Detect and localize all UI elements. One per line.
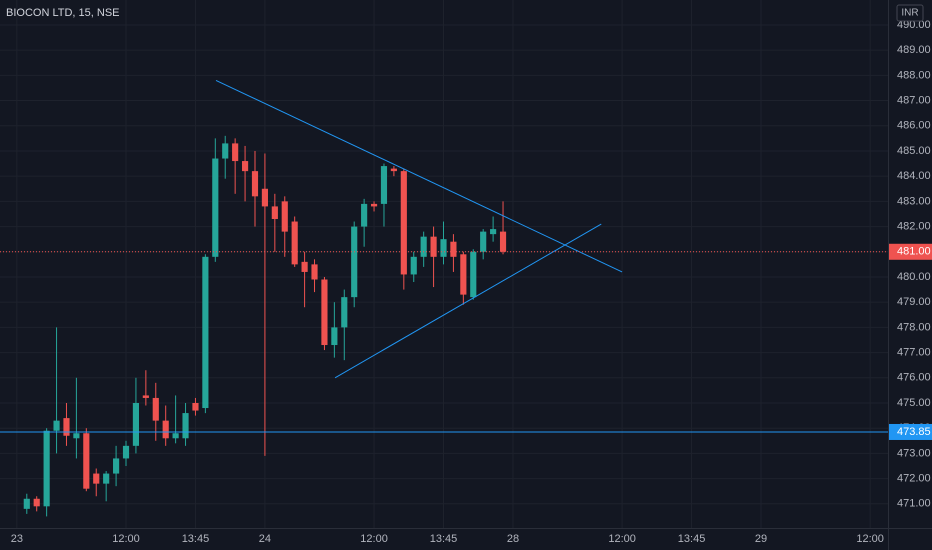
candle-body	[261, 188, 268, 207]
candle-body	[132, 402, 140, 446]
candle-body	[212, 158, 219, 257]
candle-body	[281, 201, 288, 232]
y-tick-label: 484.00	[897, 170, 931, 182]
x-tick-label: 12:00	[360, 533, 388, 545]
candle-body	[152, 397, 159, 421]
y-tick-label: 482.00	[897, 220, 931, 232]
candle-body	[122, 445, 130, 459]
candle-body	[370, 203, 378, 207]
price-tag	[889, 423, 932, 440]
currency-label: INR	[901, 8, 918, 19]
y-tick-label: 487.00	[897, 94, 931, 106]
y-tick-label: 489.00	[897, 44, 931, 56]
trendline	[215, 79, 623, 273]
candle-body	[400, 171, 407, 275]
candle-body	[331, 327, 338, 346]
price-tag-label: 473.85	[897, 426, 931, 438]
currency-box	[896, 4, 924, 22]
candle-body	[291, 221, 298, 265]
x-tick-label: 13:45	[678, 533, 706, 545]
candle-body	[33, 498, 40, 507]
candle-body	[321, 279, 328, 346]
candle-body	[480, 231, 487, 252]
candle-body	[63, 418, 70, 436]
candle-body	[222, 143, 229, 159]
candle-body	[43, 430, 50, 507]
candle-body	[142, 395, 149, 398]
candle-body	[390, 168, 397, 172]
x-tick-label: 12:00	[856, 533, 884, 545]
candle-body	[113, 458, 120, 474]
candle-body	[440, 239, 447, 257]
candle-body	[470, 251, 477, 298]
candle-body	[251, 171, 259, 197]
x-tick-label: 29	[755, 533, 767, 545]
x-tick-label: 24	[259, 533, 271, 545]
y-tick-label: 477.00	[897, 346, 931, 358]
x-tick-label: 23	[11, 533, 23, 545]
price-tag-label: 481.00	[897, 246, 931, 258]
y-tick-label: 479.00	[897, 296, 931, 308]
y-tick-label: 476.00	[897, 372, 931, 384]
candle-body	[420, 236, 427, 257]
candle-body	[430, 236, 437, 257]
candle-body	[311, 264, 318, 280]
y-tick-label: 473.00	[897, 447, 931, 459]
y-tick-label: 490.00	[897, 19, 931, 31]
candle-body	[361, 203, 368, 227]
candle-body	[410, 256, 417, 275]
candle-body	[450, 241, 457, 257]
candle-body	[499, 231, 507, 252]
candle-body	[162, 420, 169, 439]
candle-body	[351, 226, 358, 298]
candle-body	[271, 206, 278, 220]
y-tick-label: 488.00	[897, 69, 931, 81]
candle-body	[490, 229, 497, 235]
candle-body	[83, 433, 90, 489]
candle-body	[172, 433, 179, 439]
y-tick-label: 483.00	[897, 195, 931, 207]
candle-body	[301, 261, 308, 272]
candle-body	[23, 498, 30, 509]
x-tick-label: 28	[507, 533, 519, 545]
candle-body	[380, 166, 388, 204]
candle-body	[103, 473, 110, 484]
y-tick-label: 475.00	[897, 397, 931, 409]
chart-title: BIOCON LTD, 15, NSE	[6, 7, 120, 19]
y-tick-label: 471.00	[897, 498, 931, 510]
y-tick-label: 486.00	[897, 120, 931, 132]
candle-body	[232, 143, 239, 162]
y-tick-label: 478.00	[897, 321, 931, 333]
candle-body	[53, 420, 60, 431]
candle-body	[93, 473, 100, 484]
candle-body	[202, 256, 209, 409]
y-tick-label: 480.00	[897, 271, 931, 283]
candle-body	[460, 254, 467, 295]
y-tick-label: 485.00	[897, 145, 931, 157]
x-tick-label: 13:45	[182, 533, 210, 545]
x-tick-label: 13:45	[430, 533, 458, 545]
candle-body	[341, 297, 348, 328]
plot	[0, 0, 888, 528]
candle-body	[241, 161, 249, 172]
candle-body	[192, 402, 199, 411]
candle-body	[73, 433, 80, 439]
price-tag	[889, 243, 932, 260]
x-tick-label: 12:00	[112, 533, 140, 545]
x-tick-label: 12:00	[608, 533, 636, 545]
y-tick-label: 472.00	[897, 473, 931, 485]
trendline	[334, 223, 602, 379]
candle-body	[182, 413, 189, 439]
